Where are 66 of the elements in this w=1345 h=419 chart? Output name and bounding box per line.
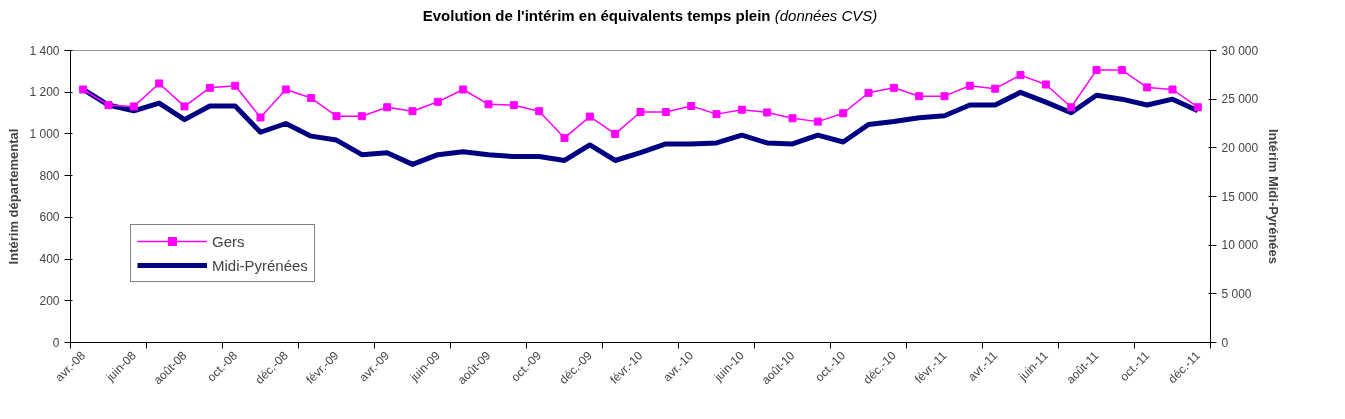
point: [256, 113, 265, 122]
y2-tick-label: 15 000: [1221, 189, 1259, 204]
point: [965, 81, 974, 90]
point: [357, 112, 366, 121]
y-tick-label: 200: [39, 293, 60, 308]
point: [180, 102, 189, 111]
point: [889, 83, 898, 92]
point: [79, 85, 88, 94]
point: [459, 85, 468, 94]
point: [1193, 103, 1202, 112]
y-tick-label: 600: [39, 210, 60, 225]
point: [940, 92, 949, 101]
point: [763, 108, 772, 117]
point: [281, 85, 290, 94]
legend-label: Gers: [212, 232, 245, 250]
point: [104, 101, 113, 110]
y-tick-label: 1 000: [29, 126, 60, 141]
point: [1016, 71, 1025, 80]
y-tick-label: 1 400: [29, 43, 60, 58]
y2-tick-label: 5 000: [1221, 286, 1252, 301]
y2-tick-label: 30 000: [1221, 43, 1259, 58]
point: [1067, 103, 1076, 112]
point: [231, 81, 240, 90]
point: [991, 84, 1000, 93]
point: [661, 108, 670, 117]
point: [560, 133, 569, 142]
point: [687, 101, 696, 110]
chart-title: Evolution de l'intérim en équivalents temps plein: [422, 7, 771, 24]
point: [737, 105, 746, 114]
point: [915, 92, 924, 101]
y2-axis-title: Intérim Midi-Pyrénées: [1266, 128, 1282, 265]
y-tick-label: 0: [52, 335, 60, 350]
chart-subtitle: (données CVS): [774, 7, 878, 24]
y-tick-label: 1 200: [29, 85, 60, 100]
point: [585, 112, 594, 121]
point: [1168, 85, 1177, 94]
point: [1117, 66, 1126, 75]
point: [307, 94, 316, 103]
point: [788, 114, 797, 123]
point: [484, 100, 493, 109]
point: [129, 102, 138, 111]
point: [332, 112, 341, 121]
point: [839, 109, 848, 118]
y-tick-label: 400: [39, 252, 60, 267]
point: [155, 79, 164, 88]
point: [205, 83, 214, 92]
point: [813, 117, 822, 126]
y2-tick-label: 10 000: [1221, 238, 1259, 253]
legend-label: Midi-Pyrénées: [212, 256, 308, 274]
y-tick-label: 800: [39, 168, 60, 183]
y2-tick-label: 20 000: [1221, 140, 1259, 155]
point: [509, 101, 518, 110]
y2-tick-label: 25 000: [1221, 92, 1259, 107]
point: [611, 129, 620, 138]
point: [1092, 66, 1101, 75]
point: [864, 88, 873, 97]
point: [383, 103, 392, 112]
point: [1143, 83, 1152, 92]
point: [636, 108, 645, 117]
y-axis-title: Intérim départemental: [6, 128, 22, 265]
point: [433, 97, 442, 106]
point: [535, 107, 544, 116]
point: [1041, 80, 1050, 89]
point: [712, 110, 721, 119]
point: [408, 107, 417, 116]
y2-tick-label: 0: [1221, 335, 1229, 350]
